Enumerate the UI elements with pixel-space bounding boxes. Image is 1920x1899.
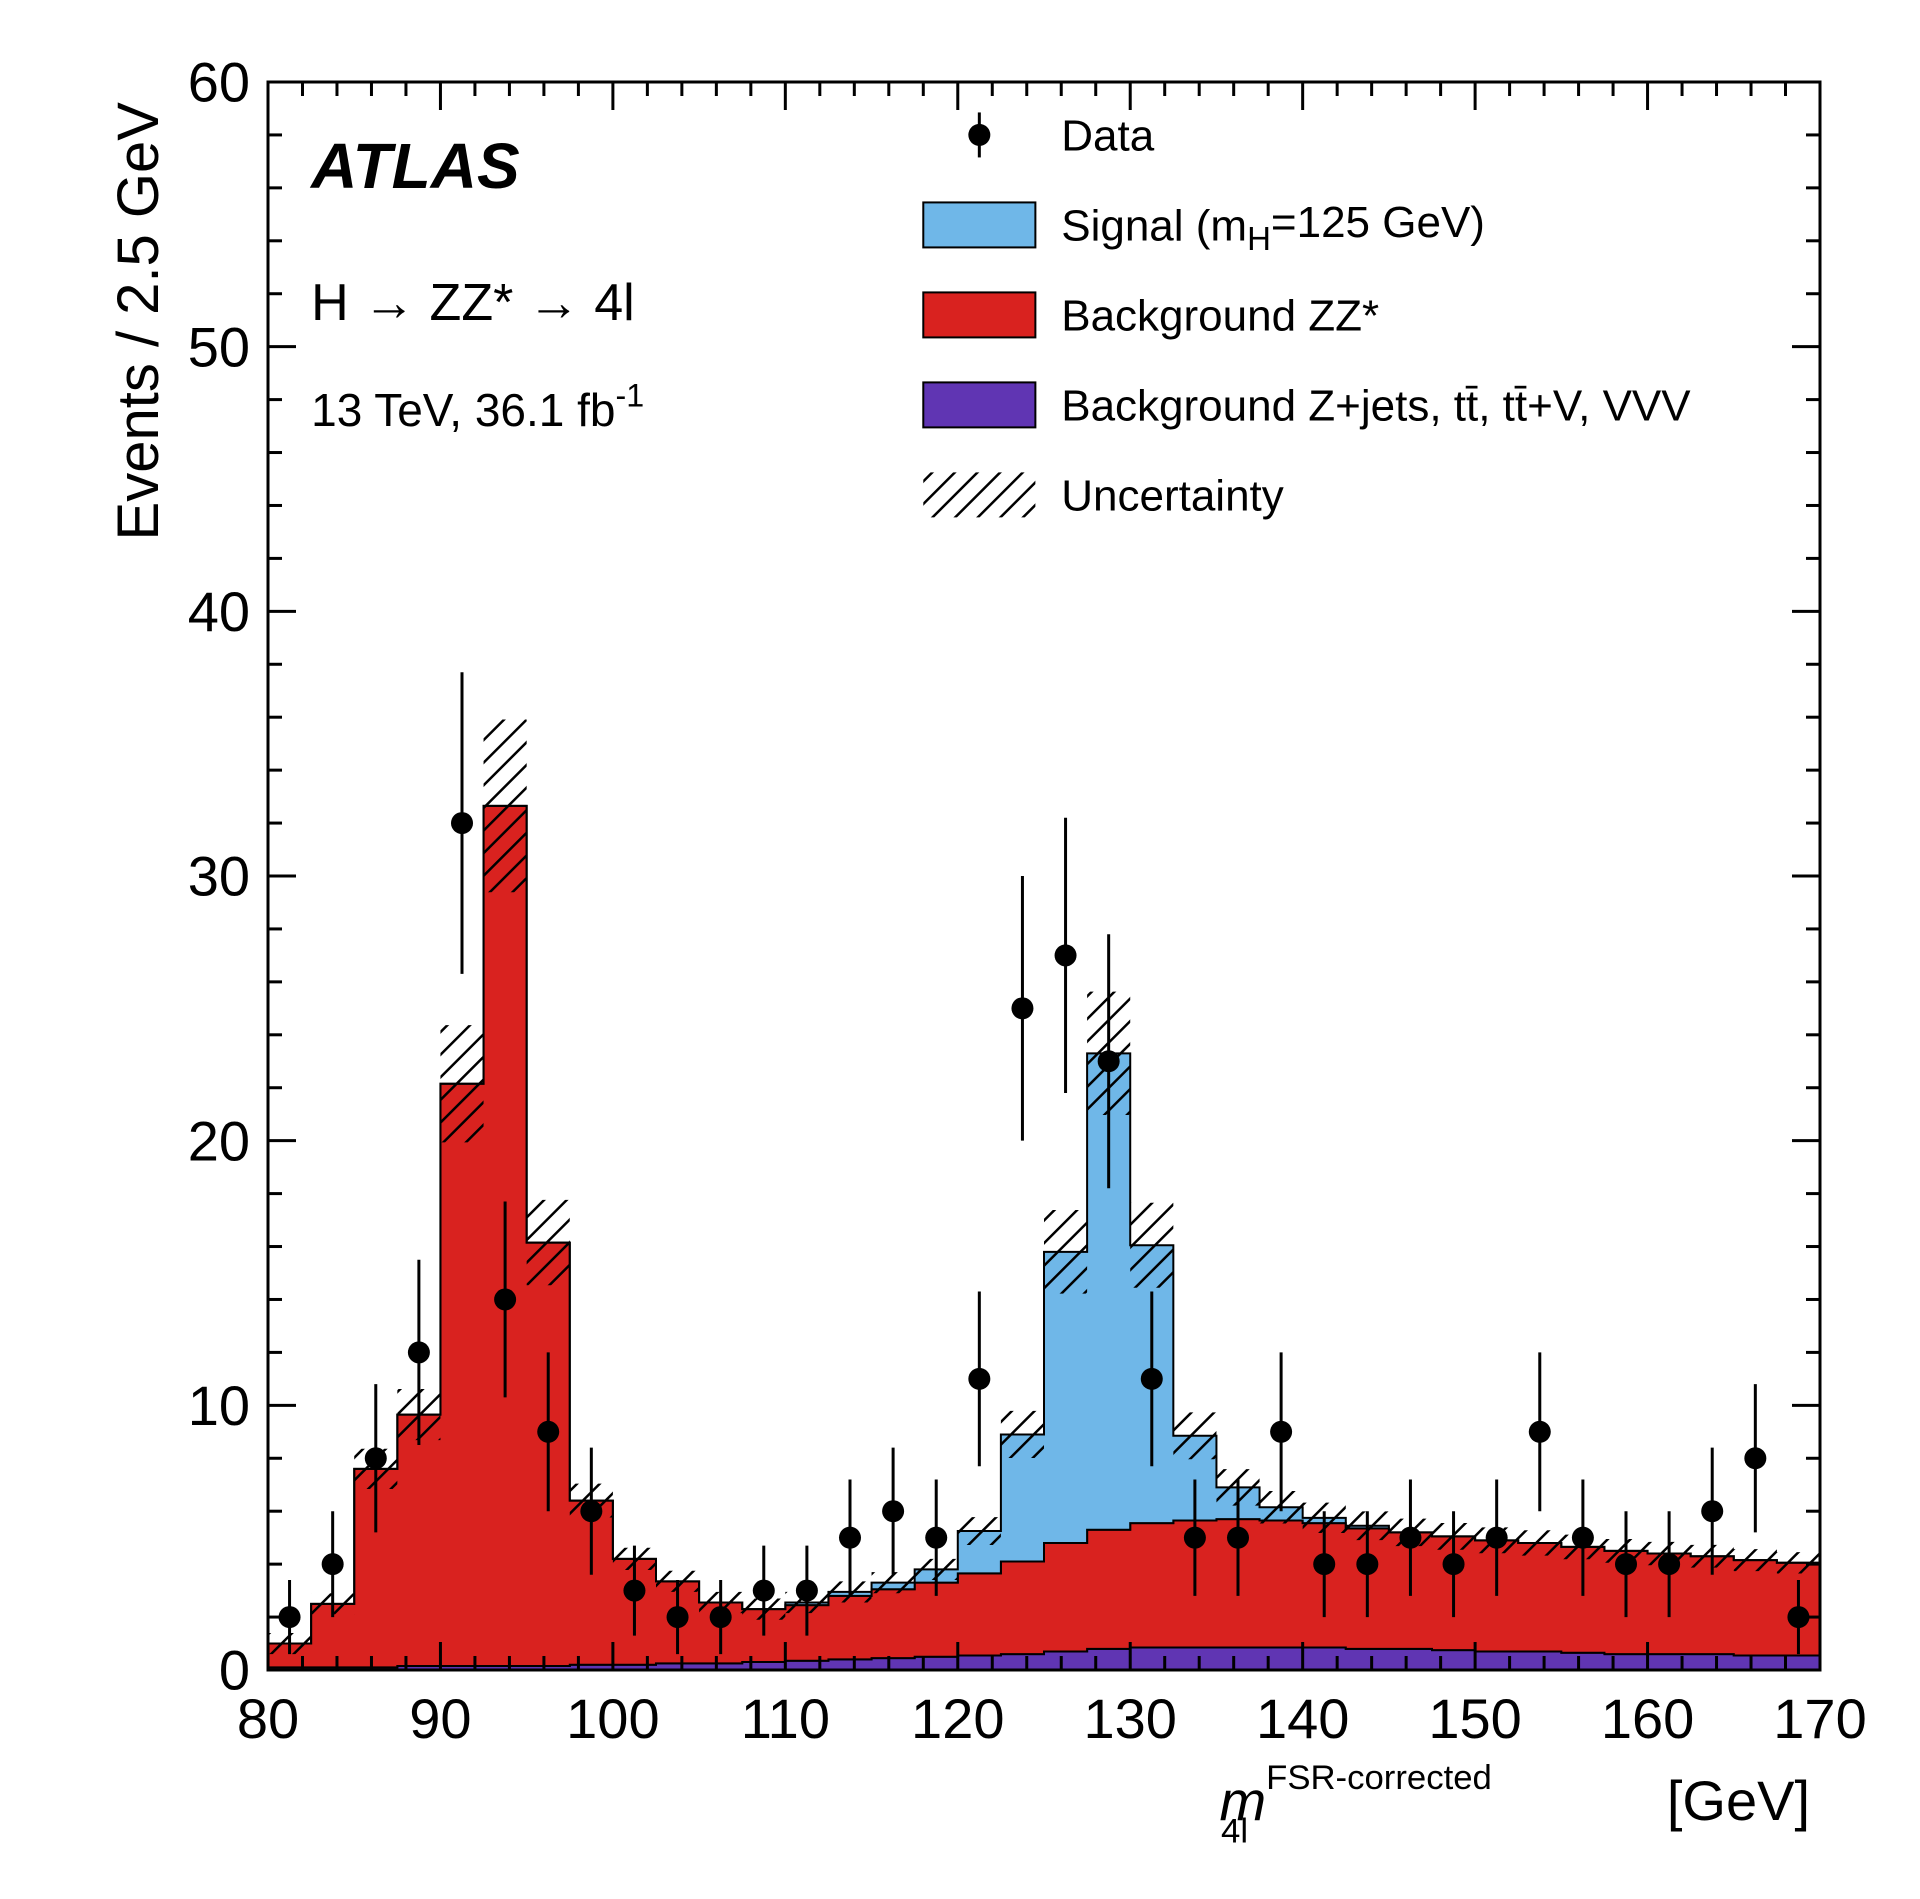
xtick-label: 140 bbox=[1256, 1687, 1349, 1750]
y-axis-label: Events / 2.5 GeV bbox=[106, 102, 171, 541]
xtick-label: 150 bbox=[1428, 1687, 1521, 1750]
ytick-label: 60 bbox=[188, 51, 250, 114]
xtick-label: 120 bbox=[911, 1687, 1004, 1750]
legend-box bbox=[923, 382, 1035, 427]
ytick-label: 20 bbox=[188, 1109, 250, 1172]
annotation: H → ZZ* → 4l bbox=[311, 274, 635, 332]
annotation: 13 TeV, 36.1 fb-1 bbox=[311, 378, 644, 436]
xtick-label: 160 bbox=[1601, 1687, 1694, 1750]
ytick-label: 30 bbox=[188, 845, 250, 908]
legend-box bbox=[923, 202, 1035, 247]
legend-label: Data bbox=[1061, 111, 1154, 160]
legend-label: Background Z+jets, tt̄, tt̄+V, VVV bbox=[1061, 381, 1691, 430]
annotation: ATLAS bbox=[309, 130, 520, 202]
histogram-chart: 8090100110120130140150160170010203040506… bbox=[0, 0, 1920, 1899]
legend-hatch bbox=[923, 472, 1035, 517]
ytick-label: 10 bbox=[188, 1374, 250, 1437]
legend-box bbox=[923, 292, 1035, 337]
ytick-label: 40 bbox=[188, 580, 250, 643]
ytick-label: 50 bbox=[188, 315, 250, 378]
legend-label: Uncertainty bbox=[1061, 471, 1284, 520]
xtick-label: 170 bbox=[1773, 1687, 1866, 1750]
legend-label: Background ZZ* bbox=[1061, 291, 1379, 340]
xtick-label: 110 bbox=[741, 1687, 830, 1750]
xtick-label: 130 bbox=[1084, 1687, 1177, 1750]
xtick-label: 100 bbox=[566, 1687, 659, 1750]
ytick-label: 0 bbox=[219, 1639, 250, 1702]
legend-marker-data bbox=[968, 124, 990, 146]
xtick-label: 90 bbox=[409, 1687, 471, 1750]
